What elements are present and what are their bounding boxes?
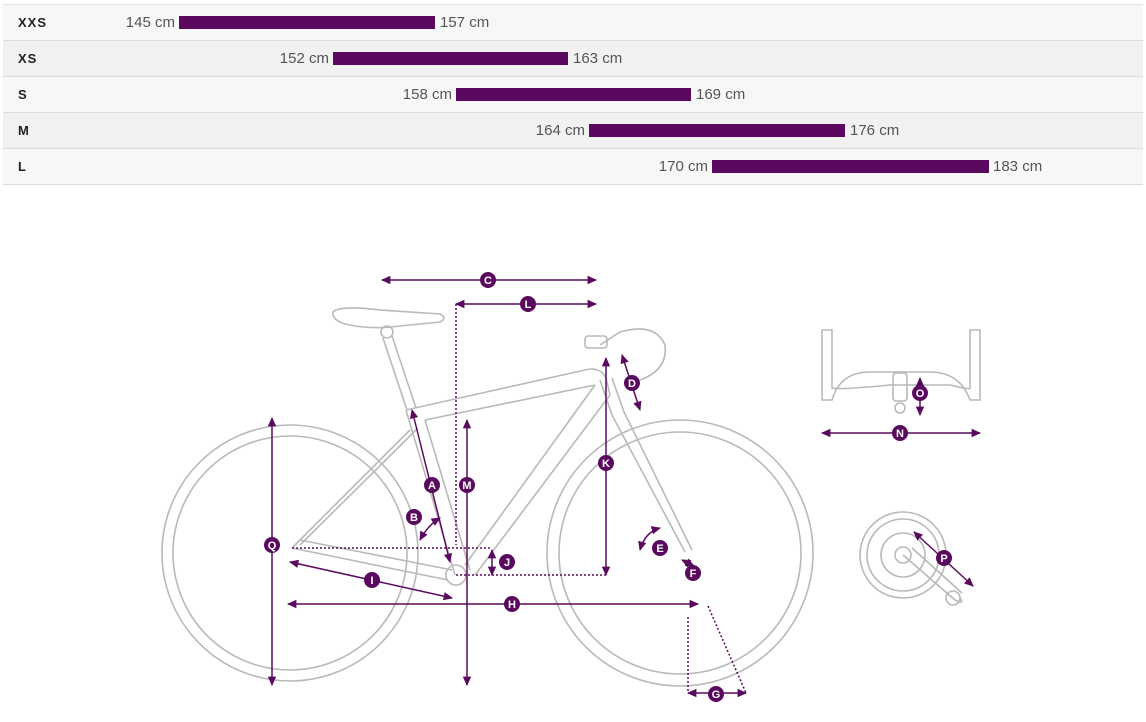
size-row-m: M 164 cm 176 cm — [3, 113, 1143, 149]
min-height-label: 158 cm — [402, 86, 452, 103]
size-row-xs: XS 152 cm 163 cm — [3, 41, 1143, 77]
max-height-label: 183 cm — [993, 158, 1043, 175]
measurement-marker-c: C — [480, 272, 496, 288]
height-range-bar — [179, 16, 435, 29]
bike-frame-illustration — [161, 307, 981, 687]
svg-text:Q: Q — [268, 540, 277, 552]
svg-text:A: A — [428, 480, 436, 492]
height-range-bar — [456, 88, 691, 101]
size-label: M — [18, 123, 30, 138]
min-height-label: 145 cm — [125, 14, 175, 31]
measurement-marker-n: N — [892, 425, 908, 441]
min-height-label: 152 cm — [279, 50, 329, 67]
measurement-marker-k: K — [598, 455, 614, 471]
svg-text:K: K — [602, 458, 610, 470]
svg-text:N: N — [896, 428, 904, 440]
svg-text:C: C — [484, 275, 492, 287]
measurement-marker-h: H — [504, 596, 520, 612]
svg-text:L: L — [525, 299, 532, 311]
measurement-marker-d: D — [624, 375, 640, 391]
svg-text:F: F — [690, 568, 697, 580]
measurement-marker-l: L — [520, 296, 536, 312]
measurement-marker-e: E — [652, 540, 668, 556]
svg-text:E: E — [656, 543, 663, 555]
measurement-marker-m: M — [459, 477, 475, 493]
svg-text:H: H — [508, 599, 516, 611]
measurement-marker-i: I — [364, 572, 380, 588]
measurement-marker-o: O — [912, 385, 928, 401]
size-label: XS — [18, 51, 38, 66]
svg-text:I: I — [370, 575, 373, 587]
svg-text:O: O — [916, 388, 925, 400]
max-height-label: 169 cm — [696, 86, 746, 103]
min-height-label: 164 cm — [535, 122, 585, 139]
svg-text:M: M — [462, 480, 471, 492]
size-label: S — [18, 87, 28, 102]
bike-geometry-diagram: C L D A M K B Q E J F I H G O N P — [161, 272, 982, 702]
measurement-marker-j: J — [499, 554, 515, 570]
measurement-marker-g: G — [708, 686, 724, 702]
size-label: L — [18, 159, 27, 174]
size-chart-table: XXS 145 cm 157 cm XS 152 cm 163 cm S 158… — [3, 4, 1143, 185]
svg-text:J: J — [504, 557, 510, 569]
max-height-label: 163 cm — [573, 50, 623, 67]
max-height-label: 176 cm — [850, 122, 900, 139]
height-range-bar — [589, 124, 845, 137]
size-row-s: S 158 cm 169 cm — [3, 77, 1143, 113]
size-label: XXS — [18, 15, 48, 30]
svg-text:G: G — [712, 689, 721, 701]
measurement-marker-f: F — [685, 565, 701, 581]
height-range-bar — [333, 52, 568, 65]
size-row-xxs: XXS 145 cm 157 cm — [3, 4, 1143, 41]
height-range-bar — [712, 160, 989, 173]
measurement-marker-a: A — [424, 477, 440, 493]
measurement-marker-b: B — [406, 509, 422, 525]
measurement-marker-p: P — [936, 550, 952, 566]
svg-text:B: B — [410, 512, 418, 524]
size-row-l: L 170 cm 183 cm — [3, 149, 1143, 185]
svg-text:D: D — [628, 378, 636, 390]
svg-text:P: P — [940, 553, 947, 565]
min-height-label: 170 cm — [658, 158, 708, 175]
max-height-label: 157 cm — [440, 14, 490, 31]
measurement-marker-q: Q — [264, 537, 280, 553]
